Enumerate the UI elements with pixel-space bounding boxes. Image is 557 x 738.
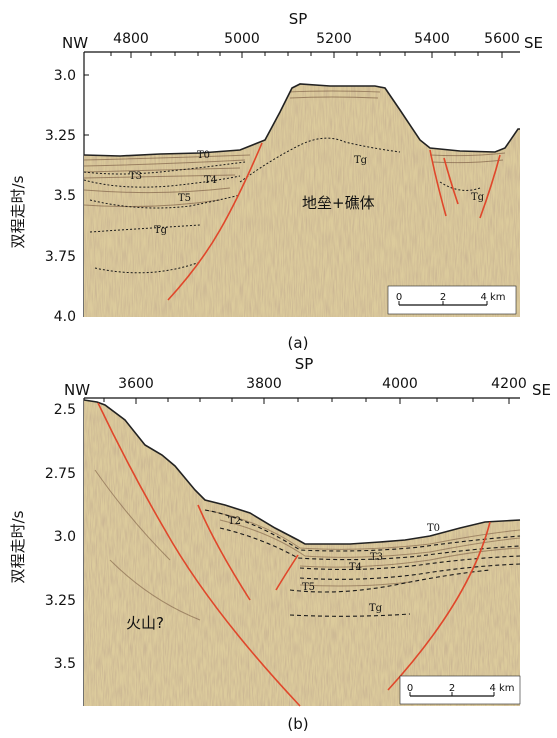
horizon-label: T4 (204, 175, 217, 186)
horizon-labels-b: T2 T0 T3 T4 T5 Tg (228, 516, 440, 614)
horizon-line (204, 509, 521, 552)
scale-tick-label: 4 km (489, 683, 514, 694)
horizon-label: Tg (369, 603, 383, 614)
sp-label-a: SP (289, 10, 308, 28)
scale-tick-label: 0 (407, 683, 413, 694)
horizon-label: T2 (228, 516, 241, 527)
fault-line (387, 521, 491, 691)
horizon-label: T3 (370, 552, 383, 563)
y-tick-label: 2.75 (45, 466, 76, 482)
faults-a (167, 142, 501, 301)
fault-line (443, 157, 459, 205)
horizon-line (89, 194, 241, 209)
top-axis-ticks-a (110, 52, 503, 58)
y-axis-label-a: 双程走时/s (9, 175, 27, 248)
sp-ticks-a: 4800 5000 5200 5400 5600 (113, 31, 520, 47)
horizon-label: T3 (129, 171, 142, 182)
horizon-line (83, 161, 246, 175)
sp-tick-label: 5600 (484, 31, 520, 47)
caption-a: (a) (288, 334, 309, 352)
horizon-line (289, 569, 491, 593)
y-tick-label: 3.25 (45, 128, 76, 144)
direction-right-a: SE (524, 34, 543, 52)
horizon-label: Tg (354, 155, 368, 166)
y-tick-label: 2.5 (54, 402, 76, 418)
horizon-line (83, 175, 241, 188)
horizon-label: Tg (154, 225, 168, 236)
horizon-label: T5 (302, 582, 315, 593)
sp-tick-label: 5400 (414, 31, 450, 47)
y-tick-label: 3.5 (54, 188, 76, 204)
y-axis-label-b: 双程走时/s (9, 510, 27, 583)
faults-b (97, 402, 491, 707)
sp-tick-label: 3800 (246, 376, 282, 392)
sp-tick-label: 5000 (224, 31, 260, 47)
horizon-line (439, 181, 481, 191)
y-tick-label: 4.0 (54, 309, 76, 325)
scale-tick-label: 0 (396, 292, 402, 303)
scale-box (387, 285, 517, 315)
fault-line (275, 554, 299, 591)
sp-tick-label: 4000 (382, 376, 418, 392)
caption-b: (b) (287, 715, 308, 733)
sp-label-b: SP (295, 355, 314, 373)
fault-line (429, 149, 447, 217)
horizon-line (289, 613, 411, 617)
y-tick-label: 3.0 (54, 529, 76, 545)
sp-tick-label: 5200 (316, 31, 352, 47)
horizon-line (299, 563, 521, 580)
fault-line (197, 504, 251, 601)
scale-box (399, 675, 521, 705)
annotation-b: 火山? (126, 614, 164, 632)
seafloor-b (83, 399, 521, 545)
sp-tick-label: 3600 (118, 376, 154, 392)
seafloor-a (83, 83, 520, 157)
sp-tick-label: 4200 (491, 376, 527, 392)
fault-line (167, 142, 263, 301)
horizon-label: T4 (349, 562, 362, 573)
horizon-label: T5 (178, 193, 191, 204)
direction-left-a: NW (62, 34, 88, 52)
y-tick-label: 3.5 (54, 656, 76, 672)
y-tick-label: 3.0 (54, 68, 76, 84)
horizon-labels-a: T0 T3 T4 T5 Tg Tg Tg (129, 150, 485, 236)
panel-a: SP NW SE 4800 5000 5200 5400 5600 双程走时/s… (9, 10, 543, 352)
seismic-section-a (84, 84, 520, 317)
panel-b: SP NW SE 3600 3800 4000 4200 双程走时/s 2.5 … (9, 355, 551, 733)
horizons-b (204, 509, 521, 617)
direction-right-b: SE (532, 381, 551, 399)
horizons-a (83, 137, 481, 274)
scale-tick-label: 2 (449, 683, 455, 694)
y-ticks-b: 2.5 2.75 3.0 3.25 3.5 (45, 402, 89, 672)
horizon-line (219, 527, 521, 561)
fault-line (479, 154, 501, 219)
horizon-label: Tg (471, 192, 485, 203)
top-axis-ticks-b (103, 398, 510, 404)
direction-left-b: NW (64, 381, 90, 399)
y-tick-label: 3.25 (45, 593, 76, 609)
horizon-line (239, 137, 401, 183)
horizon-label: T0 (427, 523, 440, 534)
horizon-line (89, 224, 201, 233)
y-ticks-a: 3.0 3.25 3.5 3.75 4.0 (45, 68, 89, 325)
horizon-line (299, 555, 521, 571)
horizon-label: T0 (197, 150, 210, 161)
scale-tick-label: 2 (440, 292, 446, 303)
sp-tick-label: 4800 (113, 31, 149, 47)
fault-line (97, 402, 301, 707)
scale-tick-label: 4 km (480, 292, 505, 303)
scale-bar-b: 0 2 4 km (399, 675, 521, 705)
y-tick-label: 3.75 (45, 249, 76, 265)
annotation-a: 地垒+礁体 (302, 194, 375, 212)
scale-bar-a: 0 2 4 km (387, 285, 517, 315)
sp-ticks-b: 3600 3800 4000 4200 (118, 376, 527, 392)
